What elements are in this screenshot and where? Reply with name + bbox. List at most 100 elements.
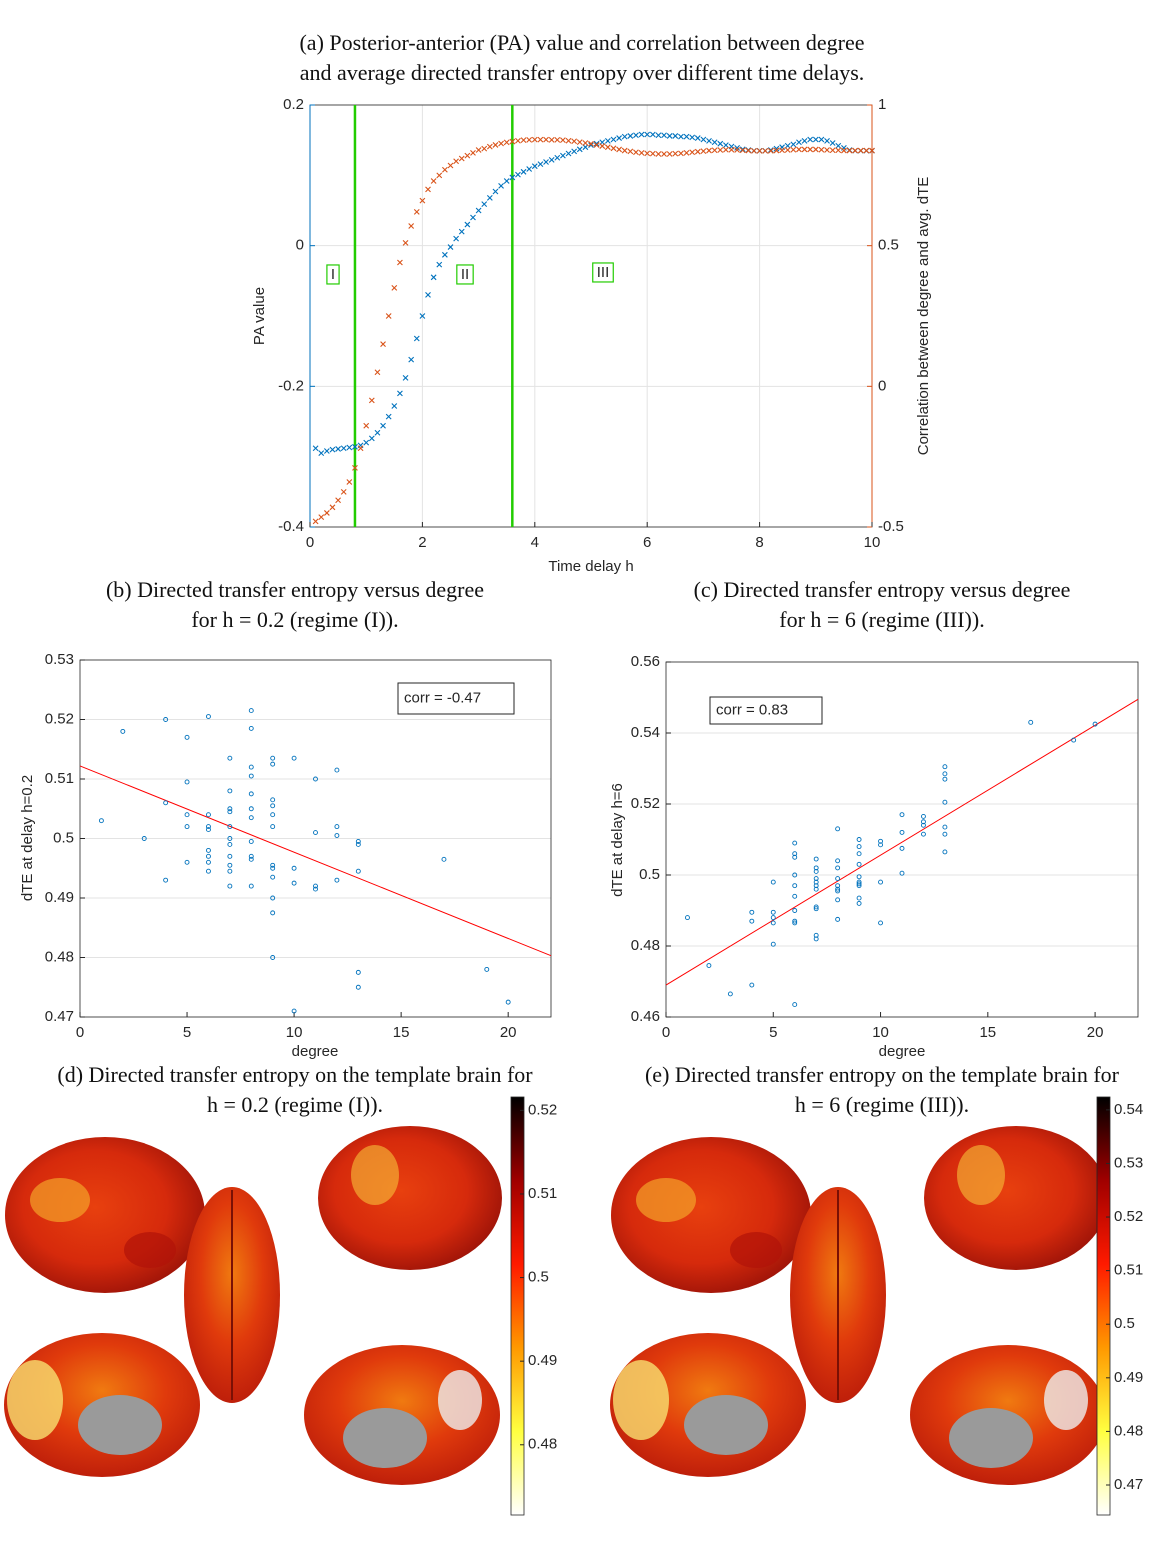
point-stroke [784,142,791,149]
point [227,755,233,761]
colorbar-tick-label: 0.53 [1114,1154,1143,1171]
point [374,369,381,376]
point [163,717,169,722]
x-tick-label: 0 [662,1024,670,1041]
point [548,156,555,163]
point-stroke [340,488,347,495]
point [436,172,443,179]
point-stroke [773,145,780,152]
point [792,840,798,846]
point [813,904,819,910]
point [408,223,415,229]
point [621,133,628,140]
point [163,800,169,806]
point [792,908,798,913]
point-stroke [329,446,336,453]
y-axis-label: PA value [251,287,268,345]
y-tick-label: 0.51 [45,770,74,787]
point [706,963,712,968]
point-stroke [678,133,684,140]
x-tick-label: 0 [306,534,314,551]
y2-axis-label: Correlation between degree and avg. dTE [915,177,932,456]
point [334,767,340,773]
point-stroke [649,131,656,138]
point [248,839,254,844]
point-stroke [458,155,465,162]
point [346,479,353,485]
point [1092,721,1098,727]
point [770,941,776,947]
point-stroke [323,510,330,516]
point [588,142,594,148]
point [270,865,276,871]
colorbar-tick-label: 0.5 [1114,1315,1135,1332]
colorbar-tick-label: 0.52 [528,1101,557,1118]
point [526,136,533,143]
point [685,915,690,921]
point [762,147,769,154]
point-stroke [841,147,847,154]
point-stroke [397,390,403,397]
point [689,134,696,141]
x-tick-label: 2 [418,534,426,551]
point [470,149,476,156]
point [779,147,785,154]
panel-caption: h = 6 (regime (III)). [795,1092,969,1117]
point-stroke [807,136,814,143]
point-stroke [470,149,476,156]
point [248,856,254,862]
point [380,422,386,429]
point-stroke [329,504,336,511]
point [374,429,381,436]
point-stroke [402,239,409,246]
point-stroke [751,147,757,154]
point [835,865,841,871]
point [554,154,561,161]
point [498,140,504,147]
point-stroke [790,146,797,153]
regime-label-box [456,264,474,285]
point [270,895,276,901]
point [498,182,504,189]
point [649,150,656,157]
point-stroke [374,429,381,436]
point [856,895,862,901]
point-stroke [503,178,510,184]
point [206,868,211,874]
point [829,140,836,146]
fit-line [665,698,1139,986]
point-stroke [526,136,533,143]
panel-caption: (a) Posterior-anterior (PA) value and co… [299,30,864,55]
y-tick-label: 0.52 [631,795,660,812]
point-stroke [475,147,482,153]
point-stroke [717,147,724,153]
y-tick-label: -0.4 [278,518,304,535]
point-stroke [323,448,330,454]
colorbar-tick-label: 0.54 [1114,1101,1143,1118]
point [475,147,482,153]
point [1071,737,1077,743]
point [942,771,948,777]
point-stroke [672,150,679,157]
x-axis-label: Time delay h [548,558,633,575]
point-stroke [644,131,651,138]
point-stroke [554,136,561,143]
point-stroke [801,137,808,144]
point-stroke [548,136,555,143]
panel-caption: for h = 6 (regime (III)). [779,607,984,632]
point [515,171,521,178]
point [397,259,403,266]
point-stroke [655,151,662,157]
point [248,853,254,859]
point-stroke [824,147,830,153]
point [352,443,358,450]
point [355,969,361,975]
point [141,836,147,841]
brain-renderings [609,1125,1109,1486]
point-stroke [857,147,864,154]
point-stroke [706,137,712,144]
point-stroke [784,147,791,153]
colorbar-tick-label: 0.51 [1114,1262,1143,1279]
point [835,916,841,922]
point [796,146,802,153]
